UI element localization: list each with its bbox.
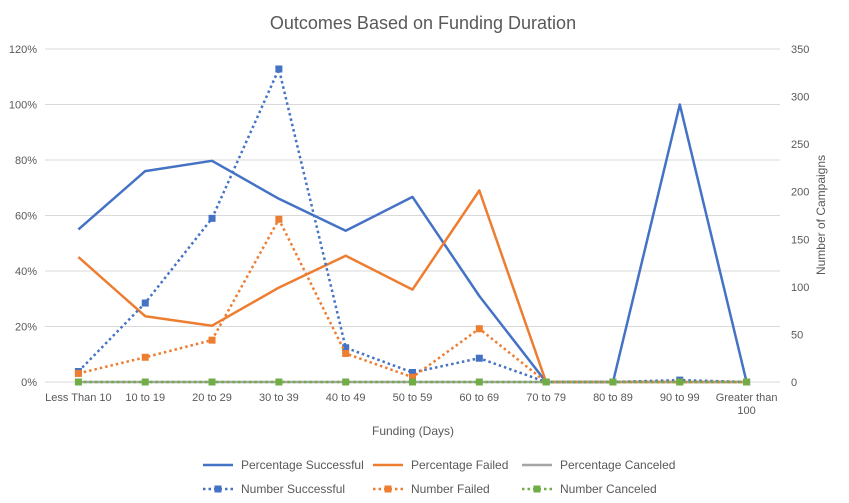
data-point-marker bbox=[74, 378, 82, 386]
left-tick-label: 120% bbox=[9, 44, 37, 56]
data-point-marker bbox=[141, 353, 149, 361]
legend: Percentage Successful Percentage Failed Pe… bbox=[203, 458, 675, 496]
legend-label: Percentage Failed bbox=[411, 458, 508, 472]
data-point-marker bbox=[74, 369, 82, 377]
legend-label: Number Canceled bbox=[560, 482, 657, 496]
right-tick-label: 0 bbox=[791, 377, 797, 389]
right-tick-label: 250 bbox=[791, 139, 809, 151]
x-tick-label: 70 to 79 bbox=[526, 392, 566, 404]
x-tick-label: 30 to 39 bbox=[259, 392, 299, 404]
right-tick-label: 200 bbox=[791, 187, 809, 199]
x-tick-label: 50 to 59 bbox=[393, 392, 433, 404]
data-point-marker bbox=[275, 378, 283, 386]
data-point-marker bbox=[409, 378, 416, 386]
left-tick-label: 0% bbox=[21, 377, 37, 389]
legend-item: Percentage Canceled bbox=[522, 458, 675, 472]
data-point-marker bbox=[141, 299, 149, 307]
series-percentage-successful bbox=[77, 103, 748, 384]
legend-item: Percentage Successful bbox=[203, 458, 364, 472]
legend-label: Number Failed bbox=[411, 482, 490, 496]
x-tick-label: 60 to 69 bbox=[459, 392, 499, 404]
right-tick-label: 150 bbox=[791, 234, 809, 246]
data-point-marker bbox=[141, 378, 149, 386]
series-lines bbox=[74, 65, 751, 386]
series-number-canceled bbox=[74, 378, 751, 386]
left-axis-ticks: 0% 20% 40% 60% 80% 100% 120% bbox=[9, 44, 37, 389]
data-point-marker bbox=[342, 378, 350, 386]
right-tick-label: 300 bbox=[791, 92, 809, 104]
legend-item: Percentage Failed bbox=[373, 458, 508, 472]
data-point-marker bbox=[275, 215, 283, 223]
data-point-marker bbox=[676, 378, 684, 386]
legend-label: Percentage Canceled bbox=[560, 458, 675, 472]
data-point-marker bbox=[409, 373, 416, 381]
data-point-marker bbox=[743, 378, 751, 386]
legend-marker bbox=[533, 485, 541, 493]
x-tick-label: Greater than 100 bbox=[716, 392, 778, 417]
x-axis-ticks: Less Than 10 10 to 19 20 to 29 30 to 39 40 t… bbox=[45, 392, 777, 417]
left-tick-label: 100% bbox=[9, 100, 37, 112]
x-tick-label: 80 to 89 bbox=[593, 392, 633, 404]
x-tick-label: Less Than 10 bbox=[45, 392, 111, 404]
x-axis-title: Funding (Days) bbox=[372, 424, 454, 438]
data-point-marker bbox=[208, 214, 216, 222]
data-point-marker bbox=[208, 378, 216, 386]
right-tick-label: 350 bbox=[791, 44, 809, 56]
legend-marker bbox=[384, 485, 392, 493]
legend-item: Number Failed bbox=[373, 482, 490, 496]
legend-item: Number Successful bbox=[203, 482, 345, 496]
right-tick-label: 50 bbox=[791, 329, 803, 341]
data-point-marker bbox=[475, 325, 483, 333]
data-point-marker bbox=[542, 378, 550, 386]
data-point-marker bbox=[475, 354, 483, 362]
chart-title: Outcomes Based on Funding Duration bbox=[270, 13, 576, 33]
series-line bbox=[77, 103, 748, 384]
data-point-marker bbox=[342, 349, 350, 357]
data-point-marker bbox=[475, 378, 483, 386]
x-tick-label: 90 to 99 bbox=[660, 392, 700, 404]
legend-item: Number Canceled bbox=[522, 482, 657, 496]
data-point-marker bbox=[409, 368, 416, 376]
x-tick-label: 40 to 49 bbox=[326, 392, 366, 404]
left-tick-label: 40% bbox=[15, 266, 37, 278]
right-tick-label: 100 bbox=[791, 282, 809, 294]
data-point-marker bbox=[275, 65, 283, 73]
legend-label: Percentage Successful bbox=[241, 458, 364, 472]
left-tick-label: 20% bbox=[15, 322, 37, 334]
left-tick-label: 80% bbox=[15, 155, 37, 167]
x-tick-label: 10 to 19 bbox=[125, 392, 165, 404]
legend-label: Number Successful bbox=[241, 482, 345, 496]
data-point-marker bbox=[609, 378, 617, 386]
right-axis-title: Number of Campaigns bbox=[814, 155, 828, 275]
data-point-marker bbox=[342, 344, 350, 352]
data-point-marker bbox=[208, 336, 216, 344]
left-tick-label: 60% bbox=[15, 211, 37, 223]
right-axis-ticks: 0 50 100 150 200 250 300 350 bbox=[791, 44, 809, 389]
legend-marker bbox=[214, 485, 222, 493]
x-tick-label: 20 to 29 bbox=[192, 392, 232, 404]
